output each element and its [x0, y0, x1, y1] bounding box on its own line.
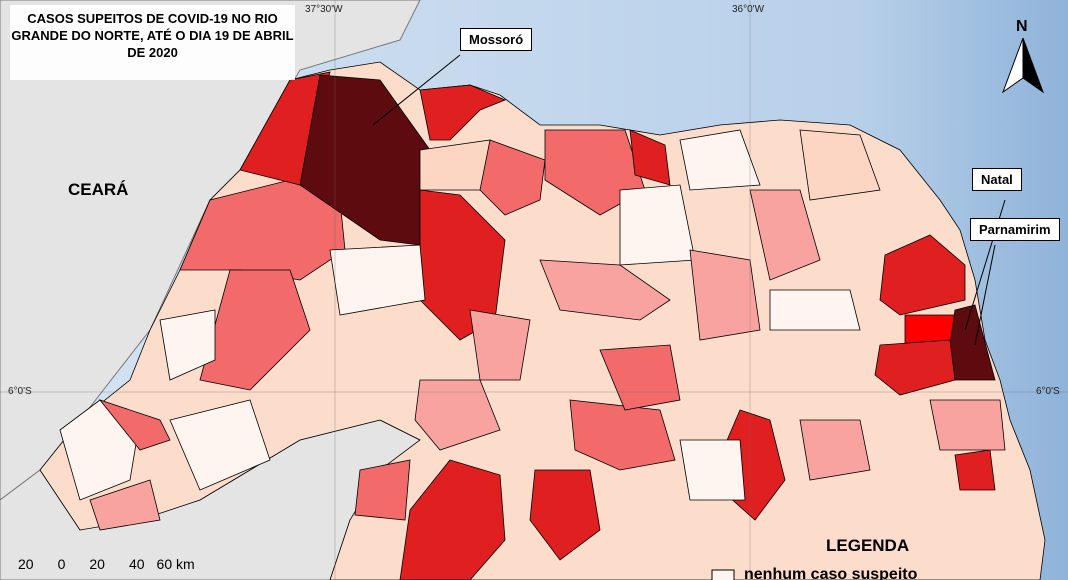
- municipality: [679, 129, 761, 191]
- city-label: Mossoró: [460, 28, 533, 51]
- scale-label: 60 km: [157, 556, 195, 572]
- municipality: [354, 459, 411, 521]
- map-title: CASOS SUPEITOS DE COVID-19 NO RIO GRANDE…: [10, 5, 295, 80]
- municipality: [98, 399, 171, 451]
- municipality: [954, 449, 996, 491]
- municipality: [399, 459, 506, 580]
- north-label: N: [1016, 18, 1028, 35]
- municipality: [879, 234, 966, 316]
- municipality: [419, 84, 507, 141]
- longitude-label: 37°30'W: [305, 4, 343, 15]
- municipality: [529, 469, 601, 561]
- natal-area: [949, 304, 996, 381]
- scale-label: 20: [89, 556, 105, 572]
- municipality: [679, 439, 746, 501]
- scale-label: 20: [18, 556, 34, 572]
- scale-label: 60: [156, 556, 173, 572]
- municipality: [89, 479, 161, 531]
- legend-swatch: [711, 569, 735, 580]
- scale-label: 40: [128, 556, 145, 572]
- leader-line: [974, 244, 996, 346]
- municipality: [569, 399, 676, 471]
- municipality: [159, 309, 216, 381]
- municipality: [469, 309, 531, 381]
- scale-bar: 20 0 20 40 60 km: [18, 556, 195, 572]
- north-arrow: [1001, 37, 1045, 94]
- municipality: [599, 344, 681, 411]
- scale-label: 0: [57, 556, 66, 572]
- municipality: [799, 129, 881, 201]
- city-label: Parnamirim: [970, 218, 1060, 241]
- region-label: CEARÁ: [68, 180, 129, 199]
- municipality: [414, 379, 501, 451]
- legend-title: LEGENDA: [826, 536, 910, 555]
- municipalities: [39, 61, 1046, 580]
- leader-line: [372, 54, 461, 126]
- municipality: [539, 259, 671, 321]
- scale-unit: km: [176, 556, 195, 572]
- arrow-half: [1022, 37, 1045, 94]
- municipality: [629, 129, 671, 186]
- municipality: [689, 249, 761, 341]
- longitude-label: 36°0'W: [732, 4, 765, 15]
- municipality: [874, 339, 956, 396]
- legend-item: nenhum caso suspeito: [744, 566, 918, 580]
- city-label: Natal: [972, 168, 1022, 191]
- municipality: [169, 399, 271, 491]
- municipality: [749, 189, 821, 281]
- latitude-label: 6°0'S: [1036, 386, 1060, 397]
- municipality: [329, 244, 426, 316]
- municipality: [769, 289, 861, 331]
- municipality: [929, 399, 1006, 451]
- municipality: [479, 139, 546, 216]
- latitude-label: 6°0'S: [8, 386, 32, 397]
- municipality: [799, 419, 871, 481]
